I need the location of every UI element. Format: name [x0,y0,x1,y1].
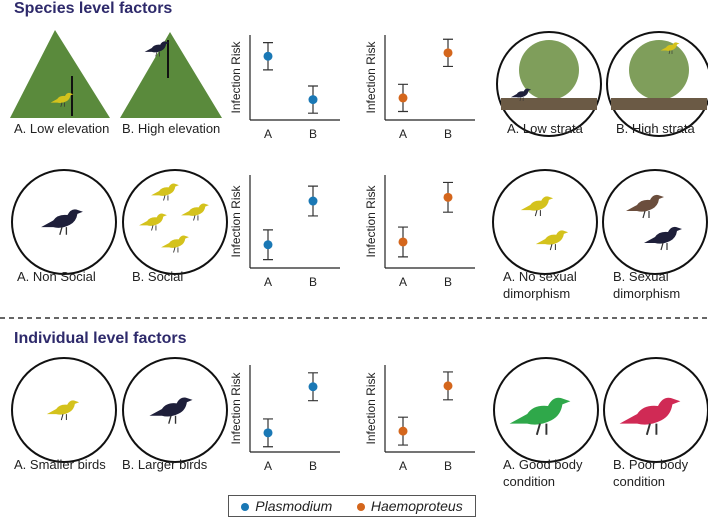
legend-label: Plasmodium [255,498,333,514]
image-label: B. High strata [616,121,695,136]
point [263,428,273,438]
image-label: A. Non Social [17,269,96,284]
x-tick-label: A [399,127,407,141]
y-axis-label: Infection Risk [364,184,378,257]
point [398,93,408,103]
x-tick-label: B [309,459,317,473]
image-label: A. Good body condition [503,457,583,489]
point [263,51,273,61]
legend-item: Plasmodium [241,498,332,514]
y-axis-label: Infection Risk [229,184,243,257]
image-label: A. Smaller birds [14,457,106,472]
x-tick-label: A [399,459,407,473]
strata-circles [496,31,708,137]
image-label: B. High elevation [122,121,221,136]
point [443,192,453,202]
x-tick-label: B [309,127,317,141]
point [443,48,453,58]
x-tick-label: A [264,459,272,473]
legend: Plasmodium Haemoproteus [228,495,476,517]
y-axis-label: Infection Risk [229,371,243,444]
image-label: B. Larger birds [122,457,208,472]
legend-dot [241,503,250,512]
x-tick-label: B [444,275,452,289]
legend-dot [356,503,365,512]
image-label: A. Low elevation [14,121,110,136]
point [263,240,273,250]
point [308,196,318,206]
point [308,95,318,105]
x-tick-label: B [444,127,452,141]
point [443,381,453,391]
y-axis-label: Infection Risk [364,40,378,113]
point [398,426,408,436]
point [398,237,408,247]
image-label: B. Poor body condition [613,457,689,489]
y-axis-label: Infection Risk [229,40,243,113]
x-tick-label: A [399,275,407,289]
legend-label: Haemoproteus [370,498,463,514]
section-title: Individual level factors [14,330,187,347]
legend-item: Haemoproteus [356,498,463,514]
section-title: Species level factors [14,0,173,17]
image-label: B. Social [132,269,184,284]
mountain [10,30,110,118]
x-tick-label: A [264,275,272,289]
image-label: A. Low strata [507,121,583,136]
point [308,382,318,392]
y-axis-label: Infection Risk [364,371,378,444]
x-tick-label: B [444,459,452,473]
image-label: A. No sexual dimorphism [503,269,577,301]
image-label: B. Sexual dimorphism [613,269,681,301]
mountain [120,32,222,118]
x-tick-label: B [309,275,317,289]
circles [11,169,708,463]
x-tick-label: A [264,127,272,141]
